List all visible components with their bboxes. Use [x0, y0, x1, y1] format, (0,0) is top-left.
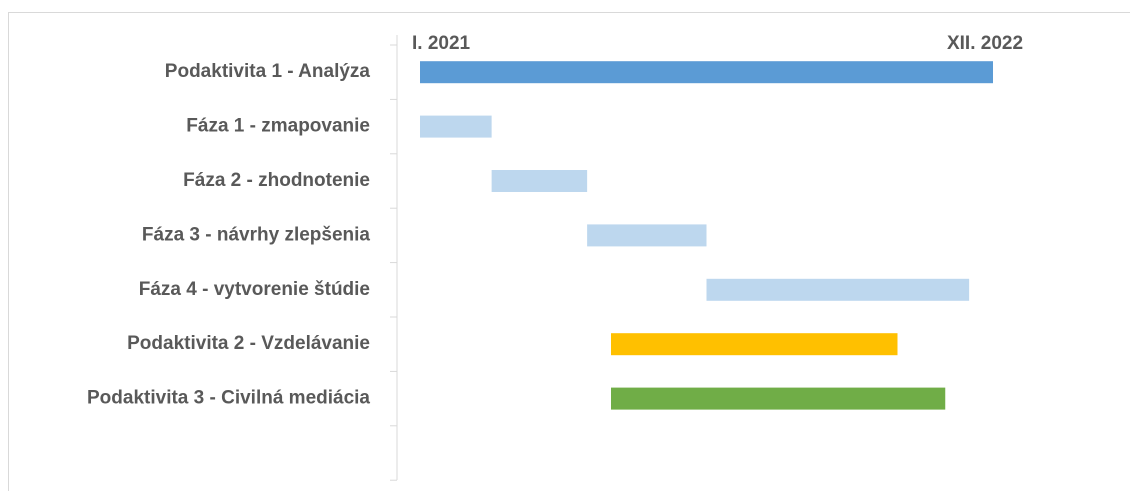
- gantt-bar: [587, 224, 707, 247]
- gantt-bar: [420, 115, 492, 138]
- category-label: Fáza 4 - vytvorenie štúdie: [139, 279, 370, 300]
- category-label: Podaktivita 2 - Vzdelávanie: [127, 333, 370, 354]
- chart-frame: [8, 12, 1130, 491]
- category-label: Fáza 1 - zmapovanie: [186, 116, 370, 137]
- category-label: Fáza 2 - zhodnotenie: [183, 170, 370, 191]
- category-label: Podaktivita 3 - Civilná mediácia: [87, 388, 370, 409]
- gantt-bar: [611, 387, 946, 410]
- x-tick-label: XII. 2022: [947, 33, 1023, 54]
- gantt-bar: [420, 61, 993, 84]
- gantt-bar: [706, 278, 970, 301]
- category-label: Fáza 3 - návrhy zlepšenia: [142, 224, 371, 245]
- x-tick-label: I. 2021: [412, 33, 471, 54]
- category-label: Podaktivita 1 - Analýza: [165, 61, 371, 82]
- gantt-bar: [491, 170, 588, 192]
- gantt-bar: [611, 333, 898, 356]
